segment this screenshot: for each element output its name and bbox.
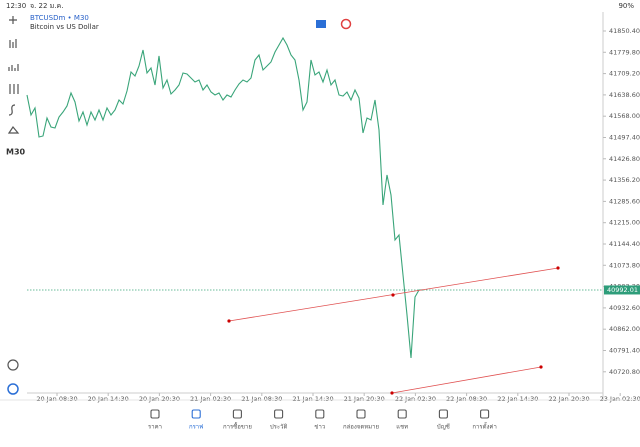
x-tick-label: 21 Jan 08:30 xyxy=(241,395,282,403)
nav-icon[interactable] xyxy=(274,409,284,419)
nav-label[interactable]: แชท xyxy=(396,424,408,431)
y-tick-label: 41426.80 xyxy=(609,155,640,163)
x-tick-label: 22 Jan 20:30 xyxy=(548,395,589,403)
y-tick-label: 41497.40 xyxy=(609,133,640,141)
nav-label[interactable]: กล่องจดหมาย xyxy=(343,424,379,431)
x-tick-label: 23 Jan 02:30 xyxy=(600,395,640,403)
x-tick-label: 22 Jan 14:30 xyxy=(497,395,538,403)
x-tick-label: 22 Jan 08:30 xyxy=(446,395,487,403)
signal-icon[interactable] xyxy=(340,18,352,30)
nav-label[interactable]: การซื้อขาย xyxy=(223,421,252,431)
one-click-icon[interactable] xyxy=(316,20,326,28)
nav-icon[interactable] xyxy=(315,409,325,419)
function-icon[interactable] xyxy=(8,104,16,116)
y-tick-label: 40720.80 xyxy=(609,368,640,376)
volume-icon[interactable] xyxy=(8,64,19,71)
crosshair-icon[interactable] xyxy=(9,16,17,24)
x-tick-label: 21 Jan 20:30 xyxy=(344,395,385,403)
x-tick-label: 20 Jan 14:30 xyxy=(88,395,129,403)
y-tick-label: 40862.00 xyxy=(609,325,640,333)
y-tick-label: 41215.00 xyxy=(609,219,640,227)
y-tick-label: 41850.40 xyxy=(609,27,640,35)
nav-label[interactable]: ข่าว xyxy=(314,424,325,431)
nav-icon[interactable] xyxy=(232,409,242,419)
y-tick-label: 40791.40 xyxy=(609,346,640,354)
chart-type-icon[interactable] xyxy=(9,39,17,48)
nav-icon[interactable] xyxy=(438,409,448,419)
nav-label[interactable]: ประวัติ xyxy=(270,424,288,431)
x-tick-label: 21 Jan 02:30 xyxy=(190,395,231,403)
nav-icon[interactable] xyxy=(480,409,490,419)
y-tick-label: 41568.00 xyxy=(609,112,640,120)
nav-icon[interactable] xyxy=(191,409,201,419)
x-tick-label: 21 Jan 14:30 xyxy=(292,395,333,403)
timeframe[interactable]: M30 xyxy=(6,148,26,157)
trendline-point[interactable] xyxy=(539,365,543,369)
nav-label[interactable]: การตั้งค่า xyxy=(472,421,496,431)
current-price-box xyxy=(604,285,640,295)
indicators-icon[interactable] xyxy=(9,84,19,94)
battery: 90% xyxy=(618,2,634,10)
trendline-point[interactable] xyxy=(227,319,231,323)
y-tick-label: 41779.80 xyxy=(609,48,640,56)
plot: 41850.40 41779.80 41709.20 41638.60 41568.00… xyxy=(26,27,640,403)
left-toolbar: M30 xyxy=(6,16,26,395)
objects-icon[interactable] xyxy=(7,125,20,134)
status-date: จ. 22 ม.ค. xyxy=(30,2,63,10)
y-tick-label: 41144.40 xyxy=(609,240,640,248)
y-tick-label: 41638.60 xyxy=(609,91,640,99)
y-tick-label: 41709.20 xyxy=(609,70,640,78)
bottom-nav: ราคา กราฟ การซื้อขาย ประวัติ ข่าว กล่องจดหมาย… xyxy=(148,409,497,431)
x-tick-label: 22 Jan 02:30 xyxy=(395,395,436,403)
nav-label[interactable]: บัญชี xyxy=(437,423,450,431)
trendline-point[interactable] xyxy=(556,266,560,270)
y-tick-label: 40932.60 xyxy=(609,304,640,312)
trendline[interactable] xyxy=(391,366,542,394)
y-tick-label: 41285.60 xyxy=(609,197,640,205)
app-icon[interactable] xyxy=(7,383,19,395)
price-line xyxy=(26,36,424,359)
x-tick-label: 20 Jan 20:30 xyxy=(139,395,180,403)
nav-label[interactable]: กราฟ xyxy=(189,424,203,431)
nav-icon[interactable] xyxy=(150,409,160,419)
trendline-point[interactable] xyxy=(390,391,394,395)
symbol[interactable]: BTCUSDm • M30 xyxy=(30,14,89,22)
y-tick-label: 41073.80 xyxy=(609,261,640,269)
trendline-point[interactable] xyxy=(391,293,395,297)
x-tick-label: 20 Jan 08:30 xyxy=(36,395,77,403)
nav-icon[interactable] xyxy=(356,409,366,419)
zoom-icon[interactable] xyxy=(7,359,19,371)
status-time: 12:30 xyxy=(6,2,26,10)
description: Bitcoin vs US Dollar xyxy=(30,23,99,31)
current-price-label: 40992.01 xyxy=(607,286,638,294)
nav-icon[interactable] xyxy=(397,409,407,419)
y-tick-label: 41356.20 xyxy=(609,176,640,184)
nav-label[interactable]: ราคา xyxy=(148,424,162,431)
